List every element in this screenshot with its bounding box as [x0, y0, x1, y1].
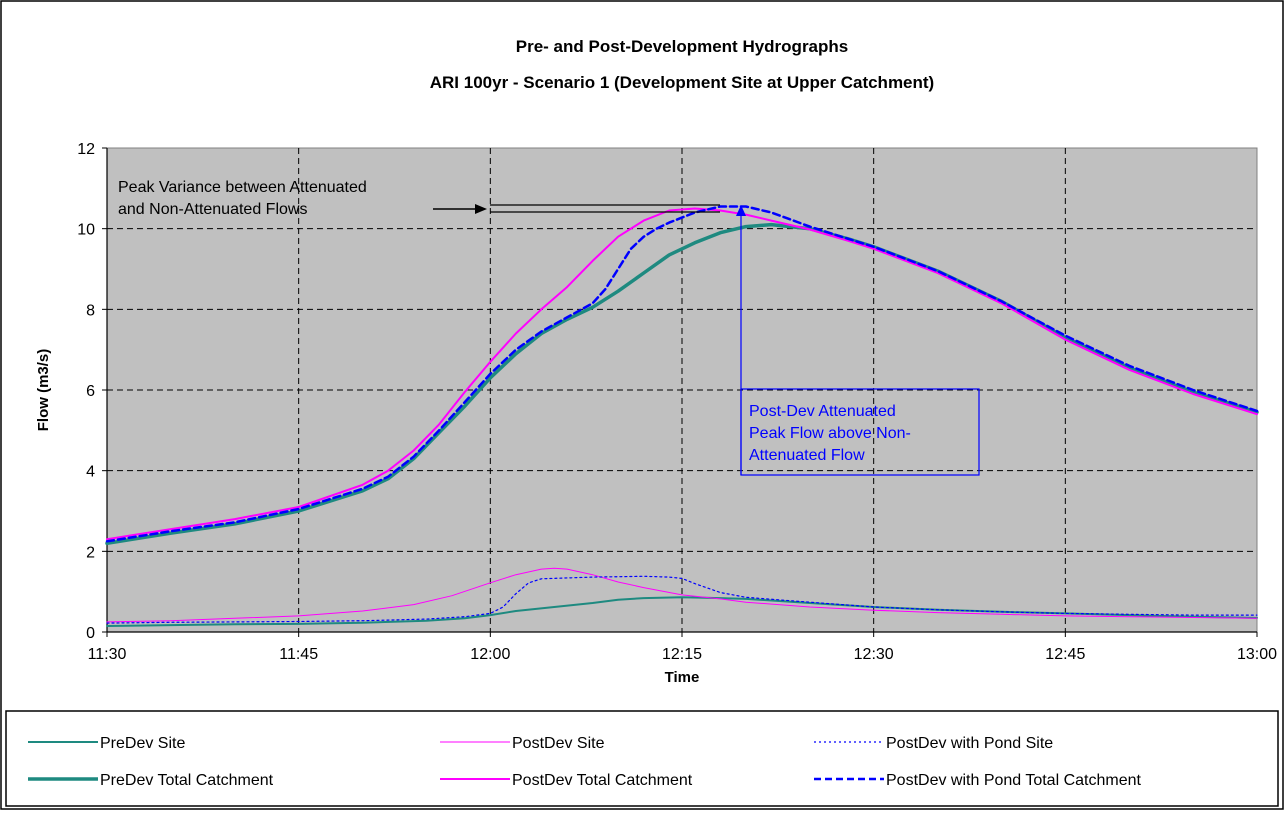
- axes: 0 2 4 6 8 10 12 11:30 11:45 12:00 12:15 12:30 12:45 1…: [77, 141, 1277, 663]
- x-tick-label: 12:45: [1045, 646, 1085, 663]
- legend: PreDev Site PostDev Site PostDev with Pond…: [5, 710, 1279, 807]
- annotations: Peak Variance between Attenuated and Non-…: [118, 179, 980, 476]
- y-tick-label: 12: [77, 141, 95, 158]
- series-postdev-with-pond-site: [106, 575, 1258, 624]
- peak-variance-arrowhead: [475, 204, 487, 214]
- y-tick-label: 2: [86, 544, 95, 561]
- y-tick-label: 4: [86, 464, 95, 481]
- x-axis-label: Time: [665, 669, 700, 686]
- data-series: [105, 205, 1259, 627]
- x-tick-label: 12:00: [470, 646, 510, 663]
- y-axis-label: Flow (m3/s): [35, 349, 52, 432]
- x-tick-label: 13:00: [1237, 646, 1277, 663]
- y-tick-label: 10: [77, 222, 95, 239]
- legend-label: PreDev Site: [100, 735, 185, 752]
- peak-variance-label: and Non-Attenuated Flows: [118, 201, 307, 218]
- legend-label: PostDev Total Catchment: [512, 772, 693, 789]
- y-tick-label: 0: [86, 625, 95, 642]
- chart-subtitle: ARI 100yr - Scenario 1 (Development Site…: [430, 73, 934, 92]
- chart-title: Pre- and Post-Development Hydrographs: [516, 37, 849, 56]
- x-tick-label: 11:45: [279, 646, 318, 663]
- x-tick-label: 12:15: [662, 646, 702, 663]
- legend-label: PostDev with Pond Site: [886, 735, 1053, 752]
- attenuated-peak-callout-text: Attenuated Flow: [749, 447, 865, 464]
- y-tick-label: 6: [86, 383, 95, 400]
- attenuated-peak-callout-text: Post-Dev Attenuated: [749, 403, 896, 420]
- legend-label: PreDev Total Catchment: [100, 772, 274, 789]
- legend-box: [5, 710, 1279, 807]
- attenuated-peak-arrowhead: [736, 205, 746, 216]
- x-tick-label: 12:30: [854, 646, 894, 663]
- attenuated-peak-callout-text: Peak Flow above Non-: [749, 425, 911, 442]
- series-postdev-with-pond-total-catchment: [105, 205, 1259, 543]
- legend-label: PostDev with Pond Total Catchment: [886, 772, 1142, 789]
- legend-label: PostDev Site: [512, 735, 605, 752]
- series-postdev-site: [106, 567, 1258, 623]
- series-postdev-total-catchment: [106, 207, 1258, 541]
- peak-variance-label: Peak Variance between Attenuated: [118, 179, 367, 196]
- x-tick-label: 11:30: [88, 646, 127, 663]
- y-tick-label: 8: [86, 302, 95, 319]
- gridlines: [107, 148, 1257, 632]
